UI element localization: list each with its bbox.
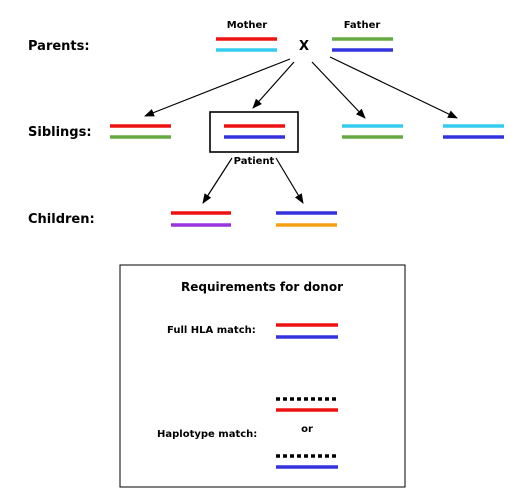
sibling-1 bbox=[110, 124, 171, 139]
cross-symbol: X bbox=[299, 39, 309, 54]
arrow-to-child-2 bbox=[275, 157, 304, 204]
sibling-3 bbox=[342, 124, 403, 139]
full-match-label: Full HLA match: bbox=[167, 325, 256, 336]
father-haplotype-pair bbox=[332, 37, 393, 52]
requirements-box bbox=[119, 264, 406, 488]
children-row-label: Children: bbox=[28, 212, 95, 227]
haplotype-match-label: Haplotype match: bbox=[157, 429, 257, 440]
father-label: Father bbox=[344, 20, 381, 31]
haplotype-option-1 bbox=[276, 397, 338, 412]
arrow-to-sibling-3 bbox=[311, 61, 366, 119]
mother-label: Mother bbox=[227, 20, 268, 31]
arrow-to-child-1 bbox=[202, 157, 233, 204]
or-label: or bbox=[301, 424, 313, 435]
arrow-to-sibling-1 bbox=[144, 58, 291, 117]
patient-box bbox=[209, 111, 299, 153]
haplotype-option-2 bbox=[276, 454, 338, 469]
child-2 bbox=[276, 211, 337, 227]
parents-row-label: Parents: bbox=[28, 39, 90, 54]
full-match-haplotypes bbox=[276, 323, 338, 339]
arrow-to-sibling-4 bbox=[329, 56, 458, 119]
requirements-title: Requirements for donor bbox=[181, 280, 343, 294]
siblings-row-label: Siblings: bbox=[28, 125, 92, 140]
patient-label: Patient bbox=[234, 156, 275, 167]
sibling-4 bbox=[443, 124, 504, 139]
arrow-to-patient bbox=[252, 61, 295, 109]
child-1 bbox=[171, 211, 231, 227]
patient bbox=[224, 124, 285, 139]
inheritance-arrows bbox=[144, 56, 458, 204]
mother-haplotype-pair bbox=[216, 37, 277, 52]
